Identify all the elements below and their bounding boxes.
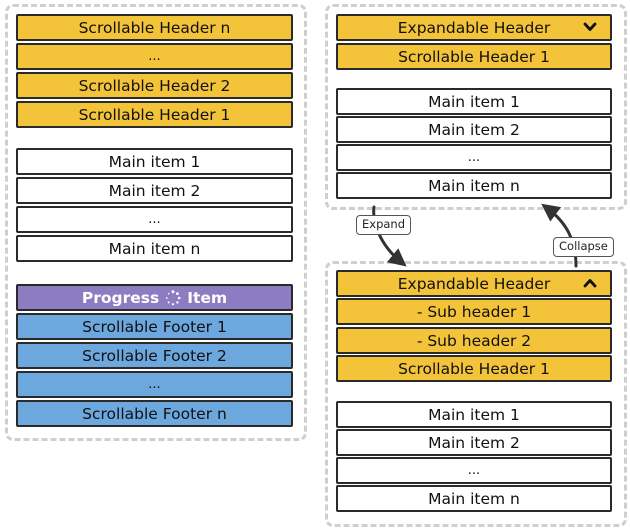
scrollable-header-1: Scrollable Header 1 [16, 101, 293, 128]
expand-label: Expand [356, 215, 412, 235]
chevron-up-icon[interactable] [582, 275, 598, 291]
main-item-1: Main item 1 [16, 148, 293, 175]
expandable-header-label: Expandable Header [397, 18, 551, 37]
main-item-ellipsis: ... [16, 206, 293, 233]
progress-label: Progress [81, 288, 160, 307]
sub-header-1: - Sub header 1 [336, 298, 612, 325]
scrollable-header-1: Scrollable Header 1 [336, 355, 612, 382]
main-item-ellipsis: ... [336, 457, 612, 484]
expandable-header-label: Expandable Header [397, 274, 551, 293]
scrollable-footer-1: Scrollable Footer 1 [16, 313, 293, 340]
main-item-ellipsis: ... [336, 144, 612, 171]
scrollable-header-2: Scrollable Header 2 [16, 72, 293, 99]
scrollable-footer-ellipsis: ... [16, 371, 293, 398]
main-item-n: Main item n [336, 172, 612, 199]
loading-spinner-icon [166, 289, 181, 305]
expandable-header-collapsed[interactable]: Expandable Header [336, 14, 612, 41]
collapse-label: Collapse [553, 237, 614, 257]
scrollable-header-ellipsis: ... [16, 43, 293, 70]
main-item-2: Main item 2 [336, 116, 612, 143]
progress-item-label: Item [187, 288, 228, 307]
progress-item: Progress Item [16, 284, 293, 311]
scrolling-layout-panel [5, 4, 307, 441]
main-item-1: Main item 1 [336, 401, 612, 428]
scrollable-header-n: Scrollable Header n [16, 14, 293, 41]
chevron-down-icon[interactable] [582, 19, 598, 35]
expandable-header-expanded[interactable]: Expandable Header [336, 270, 612, 297]
main-item-n: Main item n [16, 235, 293, 262]
collapsed-layout-panel [325, 4, 627, 210]
sub-header-2: - Sub header 2 [336, 327, 612, 354]
main-item-2: Main item 2 [336, 429, 612, 456]
main-item-n: Main item n [336, 485, 612, 512]
main-item-2: Main item 2 [16, 177, 293, 204]
scrollable-footer-n: Scrollable Footer n [16, 400, 293, 427]
scrollable-footer-2: Scrollable Footer 2 [16, 342, 293, 369]
scrollable-header-1: Scrollable Header 1 [336, 43, 612, 70]
expanded-layout-panel [325, 261, 627, 527]
main-item-1: Main item 1 [336, 88, 612, 115]
